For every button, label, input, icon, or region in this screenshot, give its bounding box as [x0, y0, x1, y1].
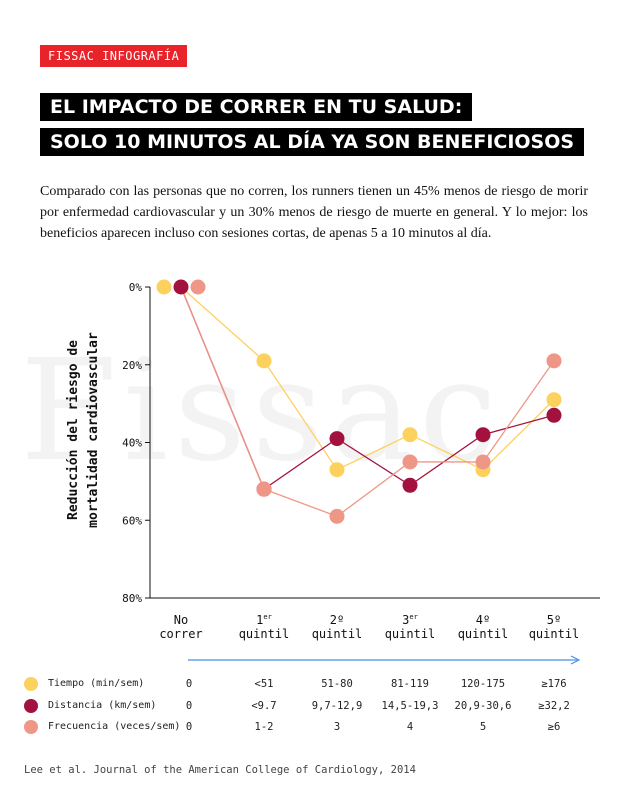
- x-tick-label: 1er: [256, 613, 272, 627]
- series-3-point: [402, 454, 418, 470]
- legend-value: ≥6: [547, 721, 561, 733]
- legend-row: Frecuencia (veces/sem) 0 1-2 3 4 5 ≥6: [24, 719, 614, 737]
- legend-value: 20,9-30,6: [454, 700, 512, 712]
- series-2-point: [173, 279, 189, 295]
- x-tick-label-line2: quintil: [385, 627, 436, 641]
- legend-value: 51-80: [321, 678, 353, 690]
- series-1-point: [546, 392, 562, 408]
- series-3-point: [190, 279, 206, 295]
- legend-label: Tiempo (min/sem): [48, 678, 145, 689]
- x-tick-label: 5º: [547, 613, 561, 627]
- legend-value: 3: [333, 721, 341, 733]
- y-axis-label: Reducción del riesgo de mortalidad cardio…: [66, 332, 101, 528]
- title-line-2: SOLO 10 MINUTOS AL DÍA YA SON BENEFICIOS…: [40, 128, 585, 156]
- series-3-point: [256, 481, 272, 497]
- series-3-point: [329, 508, 345, 524]
- series-3-point: [475, 454, 491, 470]
- intro-paragraph: Comparado con las personas que no corren…: [40, 184, 588, 241]
- series-2-point: [475, 427, 491, 443]
- x-tick-label: 3er: [402, 613, 418, 627]
- legend-label: Distancia (km/sem): [48, 700, 157, 711]
- legend-value: 9,7-12,9: [311, 700, 363, 712]
- x-tick-superscript: er: [263, 613, 271, 621]
- series-2-point: [402, 477, 418, 493]
- x-tick-label-line2: quintil: [239, 627, 290, 641]
- series-line-3: [180, 286, 555, 518]
- y-axis-title-line2: mortalidad cardiovascular: [86, 332, 101, 528]
- legend-value: 0: [185, 700, 193, 712]
- legend-value: <51: [254, 678, 274, 690]
- x-tick-label-line2: quintil: [529, 627, 580, 641]
- x-tick-superscript: er: [409, 613, 417, 621]
- legend-value: 5: [479, 721, 487, 733]
- chart-lines: [180, 286, 555, 518]
- legend-row: Distancia (km/sem) 0 <9.7 9,7-12,9 14,5-19,3…: [24, 698, 614, 716]
- legend-value: <9.7: [251, 700, 277, 712]
- legend-value: 1-2: [254, 721, 274, 733]
- progress-arrow-head: [570, 655, 581, 665]
- legend-value: 0: [185, 721, 193, 733]
- legend-value: 120-175: [460, 678, 506, 690]
- source-citation: Lee et al. Journal of the American Colle…: [24, 764, 416, 776]
- x-tick-label-line2: quintil: [458, 627, 509, 641]
- series-3-point: [546, 353, 562, 369]
- legend-value: 0: [185, 678, 193, 690]
- series-line-2: [180, 286, 555, 491]
- legend-swatch: [24, 699, 38, 713]
- legend-swatch: [24, 677, 38, 691]
- x-tick-label-line2: quintil: [312, 627, 363, 641]
- title-line-1: EL IMPACTO DE CORRER EN TU SALUD:: [40, 93, 473, 121]
- y-tick-label: 0%: [129, 281, 143, 294]
- y-tick-label: 80%: [122, 592, 142, 605]
- x-tick-label-line2: correr: [159, 627, 202, 641]
- legend-value: 81-119: [391, 678, 429, 690]
- legend-row: Tiempo (min/sem) 0 <51 51-80 81-119 120-175 ≥1…: [24, 676, 614, 694]
- x-tick-label: 2º: [330, 613, 344, 627]
- series-1-point: [402, 427, 418, 443]
- legend-swatch: [24, 720, 38, 734]
- chart-axes: 0% 20% 40% 60% 80%: [122, 281, 600, 605]
- y-tick-label: 40%: [122, 437, 142, 450]
- y-tick-label: 20%: [122, 359, 142, 372]
- series-1-point: [329, 462, 345, 478]
- x-axis-labels: Nocorrer1erquintil2ºquintil3erquintil4ºq…: [159, 613, 581, 665]
- series-2-point: [546, 407, 562, 423]
- legend-value: ≥176: [541, 678, 567, 690]
- series-1-point: [256, 353, 272, 369]
- legend-value: 14,5-19,3: [381, 700, 439, 712]
- infografia-tag: FISSAC INFOGRAFÍA: [40, 45, 188, 67]
- legend-label: Frecuencia (veces/sem): [48, 721, 181, 732]
- series-1-point: [156, 279, 172, 295]
- x-tick-label: 4º: [476, 613, 490, 627]
- legend-value: ≥32,2: [538, 700, 570, 712]
- y-tick-label: 60%: [122, 514, 142, 527]
- y-axis-title-line1: Reducción del riesgo de: [66, 340, 81, 520]
- chart-points: [156, 279, 562, 524]
- x-tick-label: No: [174, 613, 188, 627]
- series-line-1: [180, 286, 555, 471]
- series-2-point: [329, 431, 345, 447]
- legend-value: 4: [406, 721, 414, 733]
